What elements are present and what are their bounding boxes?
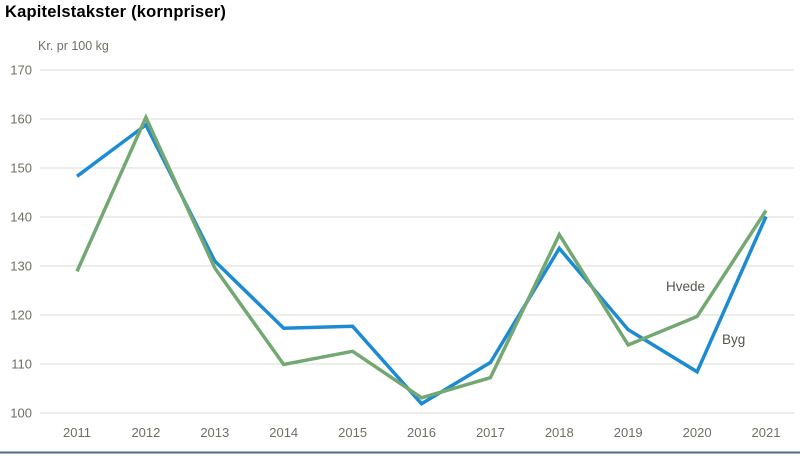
x-tick-label: 2011 [63, 425, 91, 440]
y-tick-label: 140 [10, 210, 32, 225]
x-tick-label: 2019 [614, 425, 643, 440]
chart-title: Kapitelstakster (kornpriser) [5, 3, 227, 21]
x-tick-label: 2017 [476, 425, 505, 440]
y-tick-label: 110 [11, 357, 32, 372]
x-tick-label: 2018 [545, 425, 574, 440]
unit-label: Kr. pr 100 kg [38, 39, 109, 53]
x-tick-label: 2013 [200, 425, 229, 440]
y-tick-label: 150 [10, 161, 32, 176]
x-tick-label: 2014 [269, 425, 298, 440]
y-tick-label: 160 [10, 112, 32, 127]
series-label-hvede: Hvede [666, 279, 705, 294]
series-line-hvede [75, 113, 768, 400]
series-label-byg: Byg [722, 332, 745, 347]
x-tick-label: 2015 [338, 425, 367, 440]
x-tick-label: 2020 [683, 425, 712, 440]
x-tick-label: 2016 [407, 425, 436, 440]
x-tick-label: 2021 [752, 425, 781, 440]
y-tick-label: 130 [10, 259, 32, 274]
y-tick-label: 100 [10, 406, 32, 421]
y-tick-label: 170 [10, 63, 32, 78]
y-tick-label: 120 [10, 308, 32, 323]
x-tick-label: 2012 [131, 425, 160, 440]
series-line-byg [75, 122, 768, 406]
